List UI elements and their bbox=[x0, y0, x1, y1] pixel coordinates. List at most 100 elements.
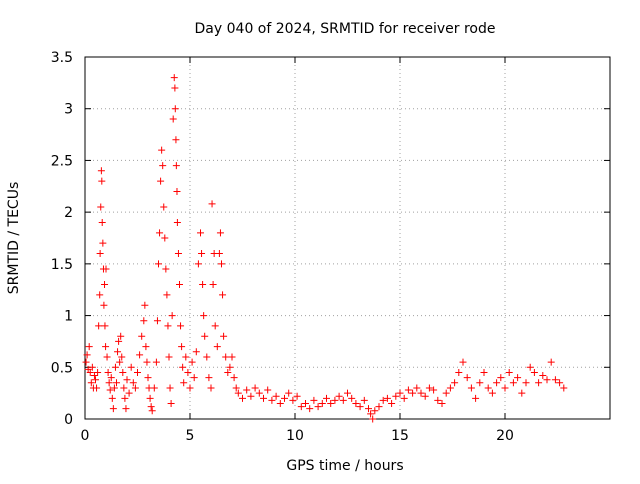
data-point bbox=[88, 363, 96, 371]
data-point bbox=[556, 379, 564, 387]
data-point bbox=[472, 394, 480, 402]
data-point bbox=[180, 379, 188, 387]
data-point bbox=[404, 386, 412, 394]
data-point bbox=[260, 394, 267, 402]
data-point bbox=[144, 374, 152, 382]
data-point bbox=[224, 368, 232, 376]
data-point bbox=[388, 399, 396, 407]
y-tick-label: 3.5 bbox=[51, 50, 73, 66]
data-point bbox=[165, 353, 173, 361]
y-tick-label: 1.5 bbox=[51, 257, 73, 273]
data-point bbox=[90, 372, 98, 380]
data-point bbox=[184, 368, 192, 376]
data-point bbox=[103, 353, 111, 361]
data-point bbox=[152, 358, 160, 366]
data-point bbox=[365, 405, 372, 413]
data-point bbox=[367, 410, 375, 418]
data-point bbox=[85, 343, 93, 351]
data-point bbox=[434, 396, 442, 404]
data-point bbox=[156, 229, 164, 237]
data-point bbox=[157, 177, 165, 185]
data-point bbox=[162, 265, 170, 273]
data-point bbox=[86, 368, 94, 376]
data-point bbox=[150, 384, 158, 392]
data-point bbox=[213, 343, 221, 351]
x-tick-label: 10 bbox=[286, 428, 304, 444]
data-point bbox=[172, 162, 180, 170]
y-tick-label: 1 bbox=[64, 309, 73, 325]
data-point bbox=[272, 392, 280, 400]
data-point bbox=[383, 394, 391, 402]
data-point bbox=[493, 379, 501, 387]
data-point bbox=[222, 353, 230, 361]
data-point bbox=[123, 376, 131, 384]
data-point bbox=[182, 353, 190, 361]
data-point bbox=[535, 379, 543, 387]
data-point bbox=[203, 353, 211, 361]
data-point bbox=[99, 239, 107, 247]
data-point bbox=[171, 105, 179, 113]
data-point bbox=[205, 374, 213, 382]
data-point bbox=[170, 74, 178, 82]
data-point bbox=[113, 379, 120, 387]
y-tick-label: 2 bbox=[64, 205, 73, 221]
data-point bbox=[179, 363, 187, 371]
data-point bbox=[131, 384, 139, 392]
data-point bbox=[134, 368, 141, 376]
data-point bbox=[96, 250, 104, 258]
data-point bbox=[369, 415, 377, 423]
y-tick-label: 2.5 bbox=[51, 153, 73, 169]
data-point bbox=[218, 260, 225, 268]
data-point bbox=[107, 374, 115, 382]
data-point bbox=[111, 363, 119, 371]
data-point bbox=[136, 351, 144, 359]
y-tick-label: 3 bbox=[64, 102, 73, 118]
data-point bbox=[302, 399, 309, 407]
data-point bbox=[497, 374, 505, 382]
data-point bbox=[216, 229, 224, 237]
data-point bbox=[172, 136, 180, 144]
data-point bbox=[186, 384, 194, 392]
x-tick-label: 15 bbox=[391, 428, 409, 444]
data-point bbox=[143, 358, 151, 366]
data-point bbox=[98, 218, 106, 226]
data-point bbox=[232, 384, 240, 392]
data-point bbox=[392, 392, 400, 400]
x-tick-label: 20 bbox=[496, 428, 514, 444]
data-point bbox=[442, 389, 450, 397]
data-point bbox=[198, 250, 206, 258]
data-point bbox=[211, 322, 219, 330]
data-point bbox=[409, 389, 417, 397]
data-point bbox=[106, 386, 114, 394]
data-point bbox=[114, 348, 122, 356]
x-tick-label: 0 bbox=[81, 428, 90, 444]
data-point bbox=[371, 407, 379, 415]
data-point bbox=[173, 218, 181, 226]
data-point bbox=[101, 322, 109, 330]
data-point bbox=[421, 392, 429, 400]
data-point bbox=[467, 384, 475, 392]
data-point bbox=[501, 384, 509, 392]
data-point bbox=[438, 399, 446, 407]
data-point bbox=[192, 348, 200, 356]
data-point bbox=[104, 368, 112, 376]
data-point bbox=[476, 379, 484, 387]
data-point bbox=[83, 351, 91, 359]
data-point bbox=[293, 392, 301, 400]
data-point bbox=[488, 389, 496, 397]
x-tick-label: 5 bbox=[186, 428, 195, 444]
data-point bbox=[96, 291, 104, 299]
data-point bbox=[463, 374, 471, 382]
data-point bbox=[122, 405, 130, 413]
data-point bbox=[159, 162, 167, 170]
data-point bbox=[379, 396, 387, 404]
data-point bbox=[127, 363, 135, 371]
data-point bbox=[140, 317, 148, 325]
data-point bbox=[530, 368, 538, 376]
data-point bbox=[339, 396, 347, 404]
data-point bbox=[119, 368, 127, 376]
data-point bbox=[168, 312, 176, 320]
data-point bbox=[109, 405, 117, 413]
data-point bbox=[514, 374, 522, 382]
